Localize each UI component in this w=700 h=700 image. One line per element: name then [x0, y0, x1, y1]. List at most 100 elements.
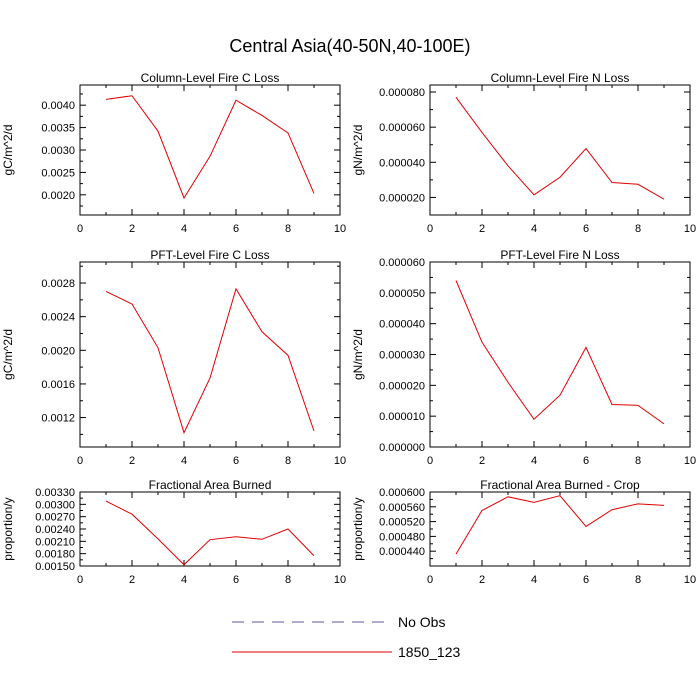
x-tick-label: 0 [77, 223, 83, 235]
y-tick-label: 0.000080 [379, 87, 425, 99]
x-tick-label: 8 [285, 574, 291, 586]
y-tick-label: 0.00270 [35, 512, 75, 524]
x-tick-label: 10 [334, 455, 346, 467]
x-tick-label: 10 [684, 455, 696, 467]
y-tick-label: 0.000050 [379, 288, 425, 300]
y-tick-label: 0.000020 [379, 192, 425, 204]
x-tick-label: 8 [635, 574, 641, 586]
x-tick-label: 4 [531, 223, 537, 235]
y-axis-label: gC/m^2/d [1, 125, 15, 176]
x-tick-label: 2 [129, 223, 135, 235]
x-tick-label: 8 [635, 455, 641, 467]
series-line-1850_123 [455, 280, 665, 425]
x-tick-label: 2 [479, 455, 485, 467]
x-tick-label: 6 [233, 223, 239, 235]
y-tick-label: 0.000480 [379, 531, 425, 543]
y-tick-label: 0.000000 [379, 442, 425, 454]
y-axis-label: proportion/y [1, 497, 15, 560]
x-tick-label: 6 [233, 455, 239, 467]
y-tick-label: 0.0040 [41, 100, 75, 112]
y-tick-label: 0.000020 [379, 380, 425, 392]
y-tick-label: 0.00330 [35, 487, 75, 499]
y-tick-label: 0.00210 [35, 536, 75, 548]
x-tick-label: 0 [427, 455, 433, 467]
x-tick-label: 2 [479, 223, 485, 235]
series-line-1850_123 [105, 500, 315, 566]
plot-frame [79, 491, 341, 567]
x-tick-label: 4 [181, 223, 187, 235]
panel-6: Fractional Area Burned - Crop 0 2 4 6 8 10 0.00… [351, 478, 696, 586]
plot-frame [79, 261, 341, 448]
y-tick-label: 0.0025 [41, 167, 75, 179]
series-line-1850_123 [105, 287, 315, 435]
panel-title: Column-Level Fire N Loss [491, 71, 630, 85]
x-tick-label: 4 [531, 455, 537, 467]
x-tick-label: 0 [77, 455, 83, 467]
y-axis-label: gN/m^2/d [351, 125, 365, 176]
panels-group: Column-Level Fire C Loss 0 2 4 6 8 10 0.0020 0.0… [1, 71, 696, 586]
y-axis-label: gN/m^2/d [351, 329, 365, 380]
y-tick-label: 0.0030 [41, 145, 75, 157]
y-tick-label: 0.00180 [35, 549, 75, 561]
x-tick-label: 10 [684, 574, 696, 586]
legend: No Obs 1850_123 [232, 614, 461, 660]
y-tick-label: 0.000010 [379, 411, 425, 423]
panel-title: Column-Level Fire C Loss [141, 71, 280, 85]
y-tick-label: 0.000440 [379, 546, 425, 558]
x-tick-label: 2 [479, 574, 485, 586]
x-tick-label: 2 [129, 574, 135, 586]
y-tick-label: 0.000520 [379, 517, 425, 529]
x-tick-label: 0 [77, 574, 83, 586]
x-tick-label: 6 [583, 223, 589, 235]
x-tick-label: 6 [583, 574, 589, 586]
panel-title: Fractional Area Burned - Crop [480, 478, 640, 492]
x-tick-label: 6 [583, 455, 589, 467]
y-tick-label: 0.000060 [379, 257, 425, 269]
y-tick-label: 0.0020 [41, 345, 75, 357]
x-tick-label: 10 [334, 223, 346, 235]
y-tick-label: 0.000060 [379, 122, 425, 134]
panel-3: PFT-Level Fire C Loss 0 2 4 6 8 10 0.0012 0.0016… [1, 248, 346, 467]
x-tick-label: 4 [181, 455, 187, 467]
y-tick-label: 0.0024 [41, 312, 75, 324]
x-tick-label: 4 [531, 574, 537, 586]
plot-frame [429, 491, 691, 567]
panel-title: PFT-Level Fire N Loss [500, 248, 619, 262]
y-tick-label: 0.00150 [35, 561, 75, 573]
panel-title: Fractional Area Burned [149, 478, 272, 492]
x-tick-label: 2 [129, 455, 135, 467]
plot-frame [429, 261, 691, 448]
y-tick-label: 0.0035 [41, 123, 75, 135]
y-tick-label: 0.000600 [379, 487, 425, 499]
y-tick-label: 0.00300 [35, 499, 75, 511]
y-tick-label: 0.0020 [41, 190, 75, 202]
y-axis-label: proportion/y [351, 497, 365, 560]
legend-label-1: No Obs [398, 614, 445, 630]
y-tick-label: 0.000030 [379, 350, 425, 362]
legend-label-2: 1850_123 [398, 644, 461, 660]
figure-title: Central Asia(40-50N,40-100E) [229, 36, 470, 56]
x-tick-label: 4 [181, 574, 187, 586]
x-tick-label: 0 [427, 574, 433, 586]
x-tick-label: 10 [684, 223, 696, 235]
panel-4: PFT-Level Fire N Loss 0 2 4 6 8 10 0.000000 0.00… [351, 248, 696, 467]
y-tick-label: 0.000040 [379, 157, 425, 169]
x-tick-label: 8 [635, 223, 641, 235]
x-tick-label: 6 [233, 574, 239, 586]
plot-frame [79, 84, 341, 216]
y-tick-label: 0.0016 [41, 379, 75, 391]
x-tick-label: 8 [285, 455, 291, 467]
series-line-1850_123 [455, 97, 665, 200]
y-tick-label: 0.0028 [41, 278, 75, 290]
panel-title: PFT-Level Fire C Loss [150, 248, 269, 262]
x-tick-label: 8 [285, 223, 291, 235]
series-line-1850_123 [105, 95, 315, 200]
x-tick-label: 0 [427, 223, 433, 235]
panel-1: Column-Level Fire C Loss 0 2 4 6 8 10 0.0020 0.0… [1, 71, 346, 235]
plot-frame [429, 84, 691, 216]
y-tick-label: 0.00240 [35, 524, 75, 536]
y-tick-label: 0.0012 [41, 413, 75, 425]
series-line-1850_123 [455, 495, 665, 555]
